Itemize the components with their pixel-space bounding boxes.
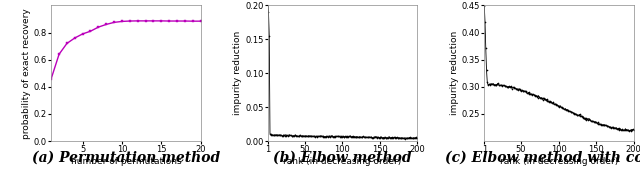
X-axis label: rank (in decreasing order): rank (in decreasing order) bbox=[500, 157, 618, 166]
X-axis label: number of permutations: number of permutations bbox=[70, 157, 181, 166]
Y-axis label: impurity reduction: impurity reduction bbox=[450, 31, 459, 115]
X-axis label: rank (in decreasing order): rank (in decreasing order) bbox=[284, 157, 401, 166]
Text: (a) Permutation method: (a) Permutation method bbox=[32, 150, 220, 164]
Text: (b) Elbow method: (b) Elbow method bbox=[273, 150, 412, 164]
Text: (c) Elbow method with corre-: (c) Elbow method with corre- bbox=[445, 150, 640, 164]
Y-axis label: impurity reduction: impurity reduction bbox=[234, 31, 243, 115]
Y-axis label: probability of exact recovery: probability of exact recovery bbox=[22, 8, 31, 139]
